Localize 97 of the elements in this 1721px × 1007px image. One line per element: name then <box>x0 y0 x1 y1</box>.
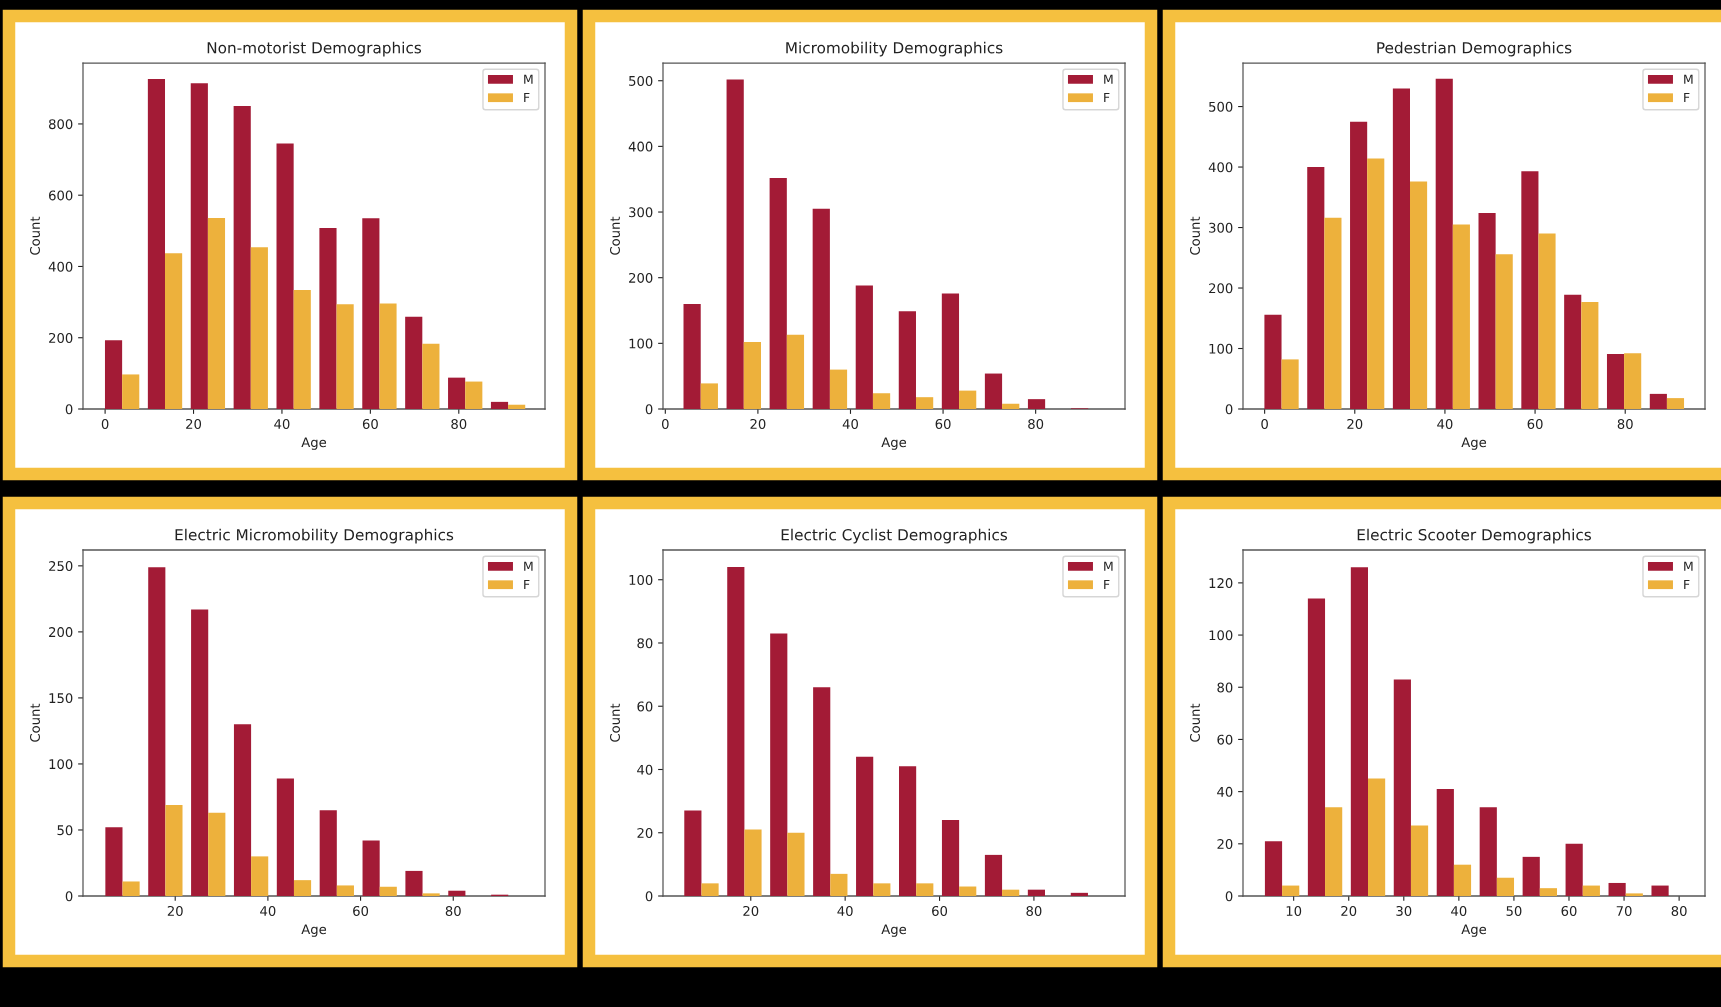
y-tick-label: 120 <box>1209 578 1233 589</box>
x-tick-label: 70 <box>1616 905 1632 916</box>
x-tick-label: 60 <box>362 418 378 429</box>
y-axis-title: Count <box>1190 703 1200 742</box>
x-axis-title: Age <box>301 924 327 937</box>
x-tick-label: 80 <box>1026 905 1042 916</box>
x-tick-label: 80 <box>445 905 461 916</box>
x-axis-title: Age <box>881 437 907 450</box>
x-axis-title: Age <box>301 437 327 450</box>
y-tick-label: 100 <box>1209 630 1233 641</box>
x-tick-label: 80 <box>1671 905 1687 916</box>
x-tick-label: 20 <box>186 418 202 429</box>
legend-label: F <box>524 579 530 590</box>
y-tick-label: 800 <box>48 119 73 130</box>
y-tick-label: 100 <box>629 574 653 585</box>
x-tick-label: 10 <box>1286 905 1302 916</box>
y-tick-label: 250 <box>49 561 73 572</box>
y-tick-label: 0 <box>65 404 73 415</box>
y-tick-label: 80 <box>1217 682 1233 693</box>
x-tick-label: 20 <box>167 905 183 916</box>
y-axis-title: Count <box>1190 216 1200 255</box>
y-tick-label: 20 <box>1217 839 1233 850</box>
x-tick-label: 20 <box>743 905 759 916</box>
legend-label: F <box>1104 92 1110 103</box>
y-tick-label: 300 <box>1209 222 1233 233</box>
x-tick-label: 0 <box>1261 418 1268 429</box>
y-tick-label: 0 <box>1225 891 1233 902</box>
legend-label: M <box>1104 74 1113 84</box>
y-tick-label: 200 <box>49 332 73 343</box>
y-tick-label: 50 <box>57 825 73 836</box>
chart-title: Electric Scooter Demographics <box>1357 528 1592 544</box>
x-tick-label: 40 <box>260 905 276 916</box>
y-axis-title: Count <box>610 216 620 255</box>
x-tick-label: 0 <box>661 418 669 429</box>
x-tick-label: 40 <box>1451 905 1467 916</box>
y-tick-label: 400 <box>628 141 653 152</box>
x-tick-label: 80 <box>1028 418 1044 429</box>
legend-label: M <box>1684 561 1693 571</box>
x-tick-label: 60 <box>1561 905 1577 916</box>
legend-label: F <box>1684 579 1690 590</box>
legend-label: F <box>1104 579 1110 590</box>
y-tick-label: 100 <box>629 338 653 349</box>
x-tick-label: 30 <box>1396 905 1412 916</box>
y-tick-label: 100 <box>49 759 73 770</box>
y-tick-label: 200 <box>1209 283 1233 294</box>
y-tick-label: 150 <box>49 693 73 704</box>
y-axis-title: Count <box>610 703 620 742</box>
y-tick-label: 400 <box>1208 162 1233 173</box>
y-tick-label: 0 <box>65 891 73 902</box>
legend-label: M <box>524 561 533 571</box>
chart-title: Electric Micromobility Demographics <box>175 528 454 544</box>
x-tick-label: 60 <box>1527 418 1543 429</box>
x-axis-title: Age <box>1461 437 1487 450</box>
x-tick-label: 20 <box>1341 905 1357 916</box>
y-tick-label: 500 <box>1209 101 1233 112</box>
x-tick-label: 60 <box>353 905 369 916</box>
x-axis-title: Age <box>881 924 907 937</box>
chart-title: Non-motorist Demographics <box>207 41 422 57</box>
y-tick-label: 20 <box>637 827 653 838</box>
x-tick-label: 40 <box>842 418 858 429</box>
y-tick-label: 60 <box>1217 734 1233 745</box>
y-tick-label: 0 <box>1225 404 1233 415</box>
x-tick-label: 80 <box>451 418 467 429</box>
y-tick-label: 40 <box>637 764 653 775</box>
x-tick-label: 40 <box>837 905 853 916</box>
y-tick-label: 60 <box>637 701 653 712</box>
chart-title: Micromobility Demographics <box>786 41 1003 57</box>
y-axis-title: Count <box>30 703 40 742</box>
y-tick-label: 500 <box>629 75 653 86</box>
legend-label: F <box>1684 92 1690 103</box>
x-tick-label: 60 <box>935 418 951 429</box>
y-tick-label: 0 <box>645 891 653 902</box>
y-tick-label: 300 <box>629 207 653 218</box>
legend-label: M <box>524 74 533 84</box>
y-tick-label: 80 <box>637 638 653 649</box>
x-tick-label: 20 <box>750 418 766 429</box>
y-tick-label: 200 <box>49 627 73 638</box>
y-tick-label: 200 <box>629 272 653 283</box>
y-tick-label: 400 <box>48 261 73 272</box>
y-axis-title: Count <box>30 216 40 255</box>
y-tick-label: 600 <box>49 190 73 201</box>
y-tick-label: 0 <box>645 404 653 415</box>
x-tick-label: 20 <box>1347 418 1363 429</box>
x-tick-label: 60 <box>932 905 948 916</box>
legend-label: M <box>1104 561 1113 571</box>
x-tick-label: 40 <box>274 418 290 429</box>
y-tick-label: 40 <box>1217 786 1233 797</box>
legend-label: M <box>1684 74 1693 84</box>
x-axis-title: Age <box>1461 924 1487 937</box>
chart-title: Pedestrian Demographics <box>1377 41 1572 57</box>
chart-title: Electric Cyclist Demographics <box>781 528 1008 544</box>
legend-label: F <box>524 92 530 103</box>
x-tick-label: 80 <box>1617 418 1633 429</box>
x-tick-label: 0 <box>101 418 109 429</box>
y-tick-label: 100 <box>1209 343 1233 354</box>
x-tick-label: 50 <box>1506 905 1522 916</box>
x-tick-label: 40 <box>1437 418 1453 429</box>
